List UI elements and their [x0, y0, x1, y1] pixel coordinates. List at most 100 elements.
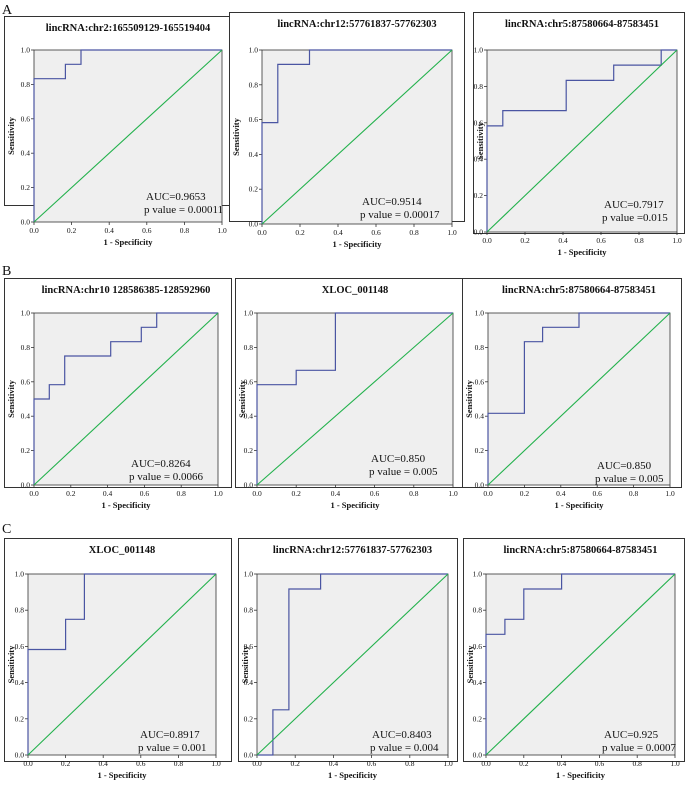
y-axis-label: Sensitivity — [237, 379, 247, 418]
y-tick-label: 0.8 — [15, 606, 25, 615]
chart-title: XLOC_001148 — [322, 285, 389, 296]
y-tick-label: 0.8 — [244, 343, 254, 352]
y-axis-label: Sensitivity — [231, 117, 241, 156]
y-tick-label: 0.4 — [244, 412, 254, 421]
y-tick-label: 0.0 — [244, 751, 254, 760]
roc-curve — [33, 312, 218, 485]
x-tick-label: 1.0 — [217, 226, 227, 235]
y-tick-label: 0.4 — [21, 149, 31, 158]
p-value: p value = 0.00017 — [360, 209, 440, 221]
x-tick-label: 0.6 — [370, 489, 380, 498]
y-tick-label: 0.8 — [475, 343, 485, 352]
roc-panel: lincRNA:chr10 128586385-128592960 0.0 0.2 0… — [4, 278, 232, 510]
roc-panels: lincRNA:chr2:165509129-165519404 0.0 0.2 0.… — [4, 12, 685, 780]
roc-curve — [261, 49, 452, 224]
y-tick-label: 0.6 — [244, 642, 254, 651]
x-tick-label: 0.4 — [329, 759, 339, 768]
y-tick-label: 0.2 — [249, 185, 259, 194]
x-axis-label: 1 - Specificity — [328, 770, 378, 780]
chart-title: lincRNA:chr10 128586385-128592960 — [42, 285, 211, 296]
auc-value: AUC=0.850 — [597, 460, 652, 472]
x-tick-label: 0.2 — [519, 759, 529, 768]
x-tick-label: 1.0 — [443, 759, 453, 768]
y-tick-label: 0.6 — [15, 642, 25, 651]
auc-value: AUC=0.9514 — [362, 196, 422, 208]
roc-panel: lincRNA:chr5:87580664-87583451 0.0 0.2 0.4 0… — [463, 538, 685, 780]
auc-value: AUC=0.9653 — [146, 191, 206, 203]
y-tick-label: 0.8 — [474, 82, 484, 91]
y-tick-label: 0.2 — [244, 446, 254, 455]
y-tick-label: 0.8 — [473, 606, 483, 615]
auc-value: AUC=0.850 — [371, 453, 426, 465]
roc-curve — [257, 573, 448, 756]
y-axis-label: Sensitivity — [6, 645, 16, 684]
y-tick-label: 0.6 — [474, 118, 484, 127]
p-value: p value = 0.005 — [369, 466, 438, 478]
y-tick-label: 0.6 — [249, 115, 259, 124]
roc-curve — [486, 49, 677, 232]
chart-title: lincRNA:chr5:87580664-87583451 — [502, 285, 656, 296]
y-axis-label: Sensitivity — [465, 645, 475, 684]
x-tick-label: 0.8 — [629, 489, 639, 498]
reference-line — [256, 312, 454, 486]
y-tick-label: 0.4 — [475, 412, 485, 421]
x-tick-label: 1.0 — [448, 489, 458, 498]
row-label-b: B — [2, 264, 11, 279]
y-tick-label: 0.0 — [15, 751, 25, 760]
roc-panel: lincRNA:chr5:87580664-87583451 0.0 0.2 0.4 0… — [473, 12, 685, 257]
x-tick-label: 0.4 — [331, 489, 341, 498]
x-tick-label: 0.8 — [177, 489, 187, 498]
x-tick-label: 0.8 — [409, 228, 419, 237]
y-tick-label: 0.2 — [473, 714, 483, 723]
roc-curve — [256, 312, 453, 485]
y-tick-label: 0.8 — [249, 80, 259, 89]
row-label-a: A — [2, 3, 13, 18]
x-tick-label: 0.8 — [409, 489, 419, 498]
p-value: p value = 0.0007 — [602, 742, 677, 754]
reference-line — [486, 49, 678, 233]
y-tick-label: 0.4 — [21, 412, 31, 421]
x-tick-label: 0.6 — [371, 228, 381, 237]
y-tick-label: 0.6 — [244, 377, 254, 386]
x-tick-label: 0.0 — [252, 489, 262, 498]
roc-curve — [485, 573, 675, 755]
x-axis-label: 1 - Specificity — [103, 237, 153, 247]
x-tick-label: 0.0 — [29, 226, 39, 235]
x-tick-label: 1.0 — [665, 489, 675, 498]
x-tick-label: 0.0 — [483, 489, 493, 498]
x-tick-label: 0.0 — [23, 759, 33, 768]
roc-panel: lincRNA:chr12:57761837-57762303 0.0 0.2 0.4… — [238, 538, 458, 780]
y-tick-label: 0.4 — [473, 678, 483, 687]
roc-curve — [33, 49, 222, 222]
reference-line — [33, 49, 223, 223]
p-value: p value = 0.0066 — [129, 471, 204, 483]
row-label-c: C — [2, 522, 11, 537]
y-tick-label: 0.0 — [21, 218, 31, 227]
reference-line — [256, 573, 449, 756]
chart-title: lincRNA:chr5:87580664-87583451 — [505, 19, 659, 30]
auc-value: AUC=0.925 — [604, 729, 659, 741]
y-tick-label: 1.0 — [249, 46, 259, 55]
y-axis-label: Sensitivity — [240, 645, 250, 684]
y-tick-label: 0.6 — [21, 114, 31, 123]
y-tick-label: 0.6 — [473, 642, 483, 651]
x-tick-label: 0.2 — [61, 759, 71, 768]
p-value: p value =0.015 — [602, 212, 668, 224]
y-tick-label: 0.8 — [21, 343, 31, 352]
auc-value: AUC=0.8403 — [372, 729, 432, 741]
y-tick-label: 0.6 — [21, 377, 31, 386]
x-axis-label: 1 - Specificity — [554, 500, 604, 510]
x-tick-label: 0.6 — [367, 759, 377, 768]
roc-curve — [27, 573, 216, 755]
x-axis-label: 1 - Specificity — [557, 247, 607, 257]
x-tick-label: 0.0 — [482, 236, 492, 245]
chart-title: XLOC_001148 — [89, 545, 156, 556]
x-axis-label: 1 - Specificity — [330, 500, 380, 510]
auc-value: AUC=0.8917 — [140, 729, 200, 741]
x-tick-label: 1.0 — [672, 236, 682, 245]
x-tick-label: 0.4 — [556, 489, 566, 498]
y-tick-label: 0.4 — [474, 155, 484, 164]
x-tick-label: 0.2 — [66, 489, 76, 498]
x-tick-label: 0.2 — [295, 228, 305, 237]
